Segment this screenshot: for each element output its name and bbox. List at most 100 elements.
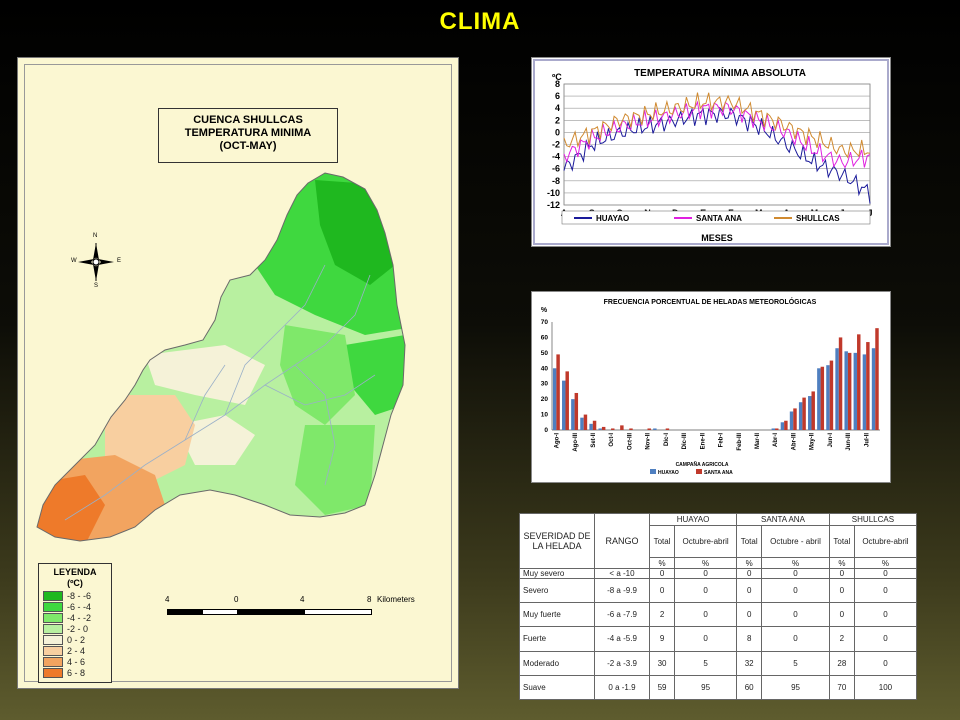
header-severidad: SEVERIDAD DE LA HELADA bbox=[519, 513, 595, 569]
bar bbox=[798, 402, 803, 430]
bar bbox=[871, 348, 876, 430]
scale-segment bbox=[167, 609, 203, 615]
map-panel: CUENCA SHULLCAS TEMPERATURA MINIMA (OCT-… bbox=[17, 57, 459, 689]
map-frame: CUENCA SHULLCAS TEMPERATURA MINIMA (OCT-… bbox=[24, 64, 452, 683]
chart2-ylabel: % bbox=[541, 307, 548, 314]
y-tick-label: -10 bbox=[547, 188, 560, 198]
legend-title: LEYENDA (ºC) bbox=[53, 567, 97, 588]
bar bbox=[866, 342, 870, 430]
header-station: SHULLCAS bbox=[828, 513, 918, 526]
frost-frequency-chart: FRECUENCIA PORCENTUAL DE HELADAS METEORO… bbox=[531, 291, 891, 483]
legend-swatch bbox=[43, 646, 63, 656]
y-tick-label: 20 bbox=[541, 396, 549, 403]
x-tick-label: Feb-III bbox=[737, 433, 743, 451]
bar bbox=[565, 371, 569, 430]
header-station: SANTA ANA bbox=[736, 513, 830, 526]
x-tick-label: Oct-I bbox=[609, 433, 615, 447]
bar bbox=[620, 425, 624, 430]
table-row: Suave 0 a -1.9 59 95 60 95 70 100 bbox=[519, 674, 918, 701]
bar bbox=[862, 354, 867, 430]
header-percent: % bbox=[674, 557, 738, 569]
bar bbox=[817, 368, 821, 430]
legend-item: -2 - 0 bbox=[43, 624, 88, 634]
legend-swatch bbox=[696, 469, 702, 474]
map-title-box: CUENCA SHULLCAS TEMPERATURA MINIMA (OCT-… bbox=[158, 108, 338, 163]
bar bbox=[653, 428, 657, 430]
series-line bbox=[563, 106, 871, 204]
bar bbox=[808, 396, 812, 430]
x-tick-label: Set-II bbox=[591, 433, 597, 448]
x-tick-label: Ene-II bbox=[700, 433, 706, 450]
bar bbox=[844, 351, 848, 430]
bar bbox=[665, 428, 670, 430]
bar bbox=[562, 380, 566, 430]
y-tick-label: 60 bbox=[541, 334, 549, 341]
compass-s: S bbox=[94, 283, 99, 289]
y-tick-label: -6 bbox=[552, 164, 560, 174]
legend-label: HUAYAO bbox=[658, 470, 679, 476]
x-tick-label: Feb-I bbox=[719, 433, 725, 448]
legend-item: 6 - 8 bbox=[43, 668, 85, 678]
compass-e: E bbox=[117, 258, 122, 264]
x-tick-label: Dic-III bbox=[682, 433, 688, 450]
scale-segment bbox=[304, 609, 372, 615]
bar bbox=[552, 368, 557, 430]
y-tick-label: 0 bbox=[544, 427, 548, 434]
y-tick-label: 4 bbox=[555, 103, 560, 113]
x-tick-label: Jun-III bbox=[846, 433, 852, 451]
bar bbox=[789, 411, 794, 430]
basin-map bbox=[36, 172, 406, 542]
x-tick-label: Ago-III bbox=[573, 433, 579, 452]
y-tick-label: 40 bbox=[541, 365, 549, 372]
header-percent: % bbox=[853, 557, 918, 569]
header-percent: % bbox=[828, 557, 855, 569]
series-line bbox=[563, 100, 871, 169]
scale-tick: 8 bbox=[367, 595, 372, 604]
x-tick-label: Jul-II bbox=[864, 433, 870, 447]
y-tick-label: 0 bbox=[555, 127, 560, 137]
bar bbox=[780, 422, 785, 430]
header-oct-abr: Octubre-abril bbox=[674, 525, 738, 558]
bar bbox=[647, 428, 651, 430]
map-legend: LEYENDA (ºC) -8 - -6 -6 - -4 -4 - -2 -2 … bbox=[38, 563, 112, 683]
legend-item: -8 - -6 bbox=[43, 591, 91, 601]
y-tick-label: 2 bbox=[555, 115, 560, 125]
y-tick-label: -12 bbox=[547, 200, 560, 210]
header-oct-abr: Octubre - abril bbox=[761, 525, 830, 558]
legend-box bbox=[561, 210, 871, 225]
bar bbox=[775, 428, 779, 430]
header-station: HUAYAO bbox=[648, 513, 738, 526]
x-tick-label: Jun-I bbox=[828, 433, 834, 448]
legend-swatch bbox=[43, 635, 63, 645]
legend-label: SANTA ANA bbox=[696, 214, 742, 223]
y-tick-label: 70 bbox=[541, 319, 549, 326]
compass-rose: N S W E bbox=[71, 233, 122, 289]
bar bbox=[771, 428, 776, 430]
chart1-title: TEMPERATURA MÍNIMA ABSOLUTA bbox=[634, 66, 806, 79]
header-percent: % bbox=[736, 557, 763, 569]
y-tick-label: -8 bbox=[552, 176, 560, 186]
chart2-title: FRECUENCIA PORCENTUAL DE HELADAS METEORO… bbox=[604, 297, 817, 306]
x-tick-label: Mar-II bbox=[755, 433, 761, 449]
temperature-chart: TEMPERATURA MÍNIMA ABSOLUTA ºC MESES 8 6 4… bbox=[531, 57, 891, 247]
legend-swatch bbox=[43, 613, 63, 623]
header-percent: % bbox=[761, 557, 830, 569]
chart1-xlabel: MESES bbox=[701, 233, 733, 243]
legend-item: 0 - 2 bbox=[43, 635, 85, 645]
bar bbox=[571, 399, 575, 430]
legend-swatch bbox=[43, 624, 63, 634]
x-tick-label: Dic-I bbox=[664, 433, 670, 446]
temperature-chart-svg: TEMPERATURA MÍNIMA ABSOLUTA ºC MESES 8 6 4… bbox=[533, 59, 889, 245]
legend-swatch bbox=[43, 602, 63, 612]
x-tick-label: May-II bbox=[810, 433, 816, 450]
legend-swatch bbox=[43, 668, 63, 678]
y-tick-label: -4 bbox=[552, 152, 560, 162]
chart1-ylabel: ºC bbox=[552, 72, 562, 82]
bar bbox=[574, 392, 579, 430]
header-total: Total bbox=[736, 525, 763, 558]
bar bbox=[580, 417, 584, 430]
bar bbox=[857, 334, 861, 430]
bar bbox=[784, 420, 788, 430]
